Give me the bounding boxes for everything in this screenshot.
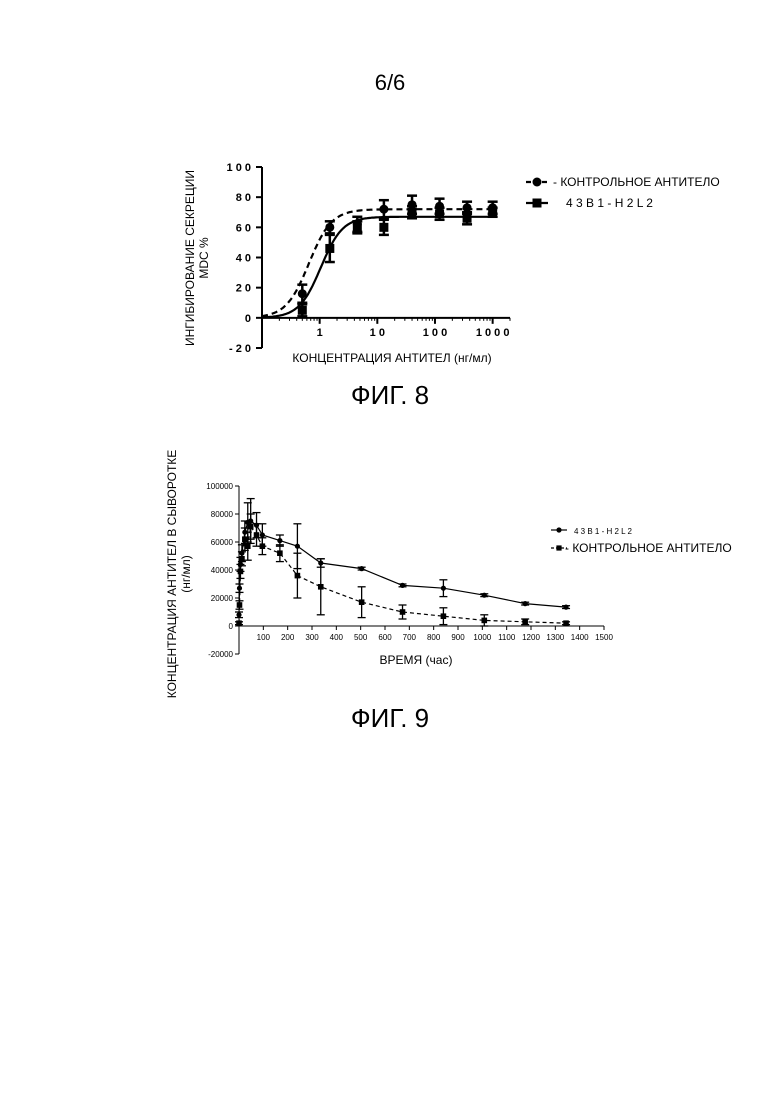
data-point-fig9-square xyxy=(237,602,243,608)
legend-label-fig9: - КОНТРОЛЬНОЕ АНТИТЕЛО xyxy=(565,541,732,555)
data-point-fig9-circle xyxy=(400,583,405,588)
y-tick-label-fig9: 80000 xyxy=(211,510,234,519)
legend-marker-fig9 xyxy=(556,527,561,532)
data-point-fig9-circle xyxy=(359,566,364,571)
data-point-fig9-circle xyxy=(277,538,282,543)
figure-caption-9: ФИГ. 9 xyxy=(0,703,780,734)
y-tick-label-fig9: 40000 xyxy=(211,566,234,575)
x-tick-label-fig9: 200 xyxy=(281,633,295,642)
x-tick-label-fig9: 600 xyxy=(378,633,392,642)
data-point-fig9-square xyxy=(318,584,324,590)
data-point-fig9-circle xyxy=(295,544,300,549)
y-axis-label-line-fig9: КОНЦЕНТРАЦИЯ АНТИТЕЛ В СЫВОРОТКЕ xyxy=(165,450,179,699)
data-point-fig9-circle xyxy=(441,586,446,591)
x-axis-label-fig9: ВРЕМЯ (час) xyxy=(380,653,453,667)
y-tick-label-fig9: -20000 xyxy=(208,650,233,659)
series-line-fig9-circle xyxy=(239,521,566,615)
x-tick-label-fig9: 1200 xyxy=(522,633,540,642)
data-point-fig9-square xyxy=(481,618,487,624)
y-tick-label-fig9: 100000 xyxy=(206,482,233,491)
x-tick-label-fig9: 1500 xyxy=(595,633,613,642)
data-point-fig9-square xyxy=(245,543,251,549)
data-point-fig9-square xyxy=(563,620,569,626)
x-tick-label-fig9: 1100 xyxy=(498,633,516,642)
data-point-fig9-square xyxy=(522,619,528,625)
data-point-fig9-square xyxy=(295,573,301,579)
data-point-fig9-square xyxy=(359,599,365,605)
data-point-fig9-circle xyxy=(523,601,528,606)
data-point-fig9-square xyxy=(260,543,266,549)
x-tick-label-fig9: 300 xyxy=(305,633,319,642)
x-tick-label-fig9: 1400 xyxy=(571,633,589,642)
legend-marker-fig9 xyxy=(556,545,561,550)
x-tick-label-fig9: 500 xyxy=(354,633,368,642)
x-tick-label-fig9: 100 xyxy=(257,633,271,642)
data-point-fig9-circle xyxy=(563,605,568,610)
x-tick-label-fig9: 1300 xyxy=(546,633,564,642)
x-tick-label-fig9: 400 xyxy=(330,633,344,642)
data-point-fig9-square xyxy=(277,550,283,556)
data-point-fig9-circle xyxy=(260,532,265,537)
x-tick-label-fig9: 1000 xyxy=(473,633,491,642)
x-tick-label-fig9: 900 xyxy=(451,633,465,642)
data-point-fig9-circle xyxy=(482,593,487,598)
data-point-fig9-square xyxy=(441,613,447,619)
x-tick-label-fig9: 700 xyxy=(403,633,417,642)
data-point-fig9-square xyxy=(254,532,260,538)
y-axis-label-line-fig9: (нг/мл) xyxy=(179,555,193,593)
chart-fig9: -20000 0 20000 40000 60000 80000 100000 100 200 3… xyxy=(0,0,780,720)
data-point-fig9-square xyxy=(248,524,254,530)
data-point-fig9-square xyxy=(236,620,242,626)
data-point-fig9-square xyxy=(400,609,406,615)
legend-label-fig9: 4 3 B 1 - H 2 L 2 xyxy=(574,527,633,536)
y-tick-label-fig9: 0 xyxy=(229,622,234,631)
y-tick-label-fig9: 60000 xyxy=(211,538,234,547)
x-tick-label-fig9: 800 xyxy=(427,633,441,642)
y-tick-label-fig9: 20000 xyxy=(211,594,234,603)
data-point-fig9-square xyxy=(238,569,244,575)
y-axis-label-fig9: КОНЦЕНТРАЦИЯ АНТИТЕЛ В СЫВОРОТКЕ(нг/мл) xyxy=(165,450,193,699)
